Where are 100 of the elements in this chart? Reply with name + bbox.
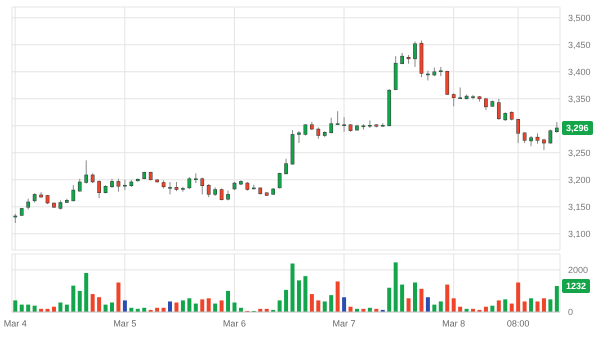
candlestick bbox=[188, 176, 192, 190]
candlestick bbox=[426, 70, 430, 81]
candlestick bbox=[554, 122, 559, 134]
candlestick bbox=[58, 200, 62, 210]
bar bbox=[290, 263, 295, 312]
bar bbox=[116, 282, 120, 312]
candlestick bbox=[13, 213, 18, 224]
candlestick bbox=[84, 160, 88, 184]
candlestick bbox=[220, 188, 224, 201]
y-tick-label: 3,450 bbox=[568, 40, 591, 50]
bar bbox=[426, 297, 430, 312]
bar bbox=[226, 290, 230, 312]
bar bbox=[90, 294, 95, 312]
bar bbox=[303, 276, 308, 312]
bar bbox=[206, 298, 211, 312]
bar bbox=[503, 299, 508, 312]
x-tick-label: Mar 8 bbox=[442, 318, 466, 328]
bar bbox=[71, 286, 76, 312]
candlestick bbox=[226, 190, 230, 201]
bar bbox=[458, 306, 462, 312]
bar bbox=[406, 298, 411, 312]
bar bbox=[32, 306, 37, 312]
bar bbox=[220, 300, 224, 312]
candlestick bbox=[342, 116, 346, 132]
bar bbox=[278, 300, 282, 312]
bar bbox=[490, 306, 494, 312]
candlestick bbox=[97, 180, 101, 199]
y-tick-label: 3,200 bbox=[568, 174, 591, 185]
bar bbox=[516, 282, 520, 312]
y-tick-label: 3,250 bbox=[568, 148, 591, 158]
y-tick-label: 3,150 bbox=[568, 202, 591, 212]
candlestick bbox=[26, 198, 30, 210]
bar bbox=[58, 302, 62, 312]
candlestick bbox=[194, 172, 198, 184]
bar bbox=[554, 286, 559, 312]
y-tick-label: 2000 bbox=[568, 265, 588, 276]
candlestick bbox=[458, 86, 462, 100]
bar bbox=[284, 290, 288, 312]
bar bbox=[232, 302, 236, 312]
bar bbox=[200, 299, 204, 312]
y-tick-label: 3,350 bbox=[568, 94, 591, 104]
candlestick bbox=[548, 129, 552, 144]
bar bbox=[20, 304, 24, 312]
bar bbox=[97, 297, 102, 312]
bar bbox=[522, 301, 527, 312]
bar bbox=[187, 298, 192, 312]
bar bbox=[342, 297, 346, 312]
bar bbox=[387, 288, 392, 312]
bar bbox=[26, 304, 30, 312]
candlestick bbox=[536, 132, 540, 144]
candlestick bbox=[516, 118, 520, 144]
candlestick bbox=[297, 130, 301, 144]
x-tick-label: Mar 6 bbox=[222, 318, 246, 328]
bar bbox=[13, 300, 18, 312]
bar bbox=[419, 288, 424, 312]
candlestick bbox=[174, 181, 178, 192]
x-tick-label: Mar 7 bbox=[332, 318, 356, 328]
candlestick bbox=[123, 179, 127, 191]
bar bbox=[296, 280, 301, 312]
x-tick-label: Mar 4 bbox=[4, 318, 27, 328]
y-tick-label: 3,500 bbox=[568, 12, 591, 23]
candlestick bbox=[529, 136, 533, 147]
bar bbox=[400, 284, 404, 312]
x-tick-label: 08:00 bbox=[506, 318, 530, 328]
bar bbox=[445, 284, 450, 312]
candlestick bbox=[510, 110, 514, 121]
bar bbox=[484, 306, 488, 312]
bar bbox=[168, 301, 172, 312]
bar bbox=[529, 298, 534, 312]
candlestick bbox=[200, 177, 204, 195]
y-tick-label: 3,400 bbox=[568, 66, 591, 77]
bar bbox=[452, 298, 456, 312]
bar bbox=[84, 272, 88, 312]
x-tick-label: Mar 5 bbox=[113, 318, 136, 328]
candlestick bbox=[90, 172, 95, 184]
candlestick bbox=[284, 158, 288, 175]
bar bbox=[52, 306, 56, 312]
bar bbox=[213, 304, 218, 312]
candlestick bbox=[78, 178, 82, 192]
bar bbox=[542, 298, 546, 312]
candlestick bbox=[496, 98, 501, 120]
bar bbox=[496, 300, 501, 312]
bar bbox=[110, 302, 114, 312]
candlestick bbox=[413, 41, 417, 68]
bar bbox=[174, 302, 178, 312]
bar bbox=[394, 262, 398, 312]
bar bbox=[64, 304, 69, 312]
candlestick bbox=[168, 181, 172, 195]
bar bbox=[122, 300, 127, 312]
bar bbox=[536, 301, 540, 312]
bar bbox=[78, 290, 82, 312]
bar bbox=[348, 306, 353, 312]
annotation: 3,296 bbox=[562, 120, 593, 135]
y-tick-label: 0 bbox=[568, 307, 574, 318]
candlestick bbox=[71, 184, 76, 202]
candlestick bbox=[110, 178, 114, 188]
bar bbox=[316, 300, 320, 312]
candlestick bbox=[206, 184, 211, 198]
candlestick bbox=[329, 117, 334, 134]
bar bbox=[180, 300, 185, 312]
